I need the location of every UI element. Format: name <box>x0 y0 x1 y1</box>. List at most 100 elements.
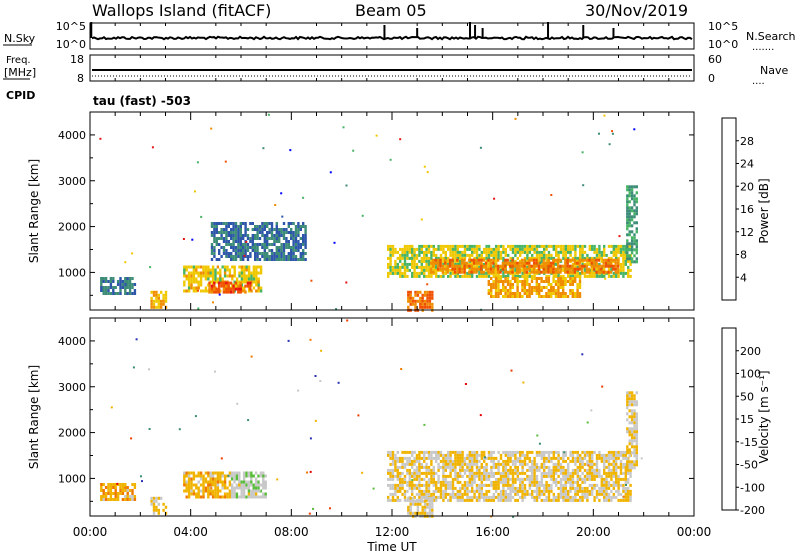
power-cell <box>261 255 264 258</box>
power-cell <box>302 252 305 255</box>
power-cell <box>630 257 634 261</box>
power-cell <box>523 283 526 286</box>
power-cell <box>511 283 514 286</box>
power-cell <box>222 231 226 234</box>
power-cell <box>511 295 514 298</box>
power-cell <box>164 293 168 297</box>
power-cell <box>290 234 293 237</box>
velocity-cell <box>485 462 488 466</box>
power-cell <box>183 274 186 278</box>
power-cell <box>619 247 623 251</box>
velocity-cell <box>576 450 579 454</box>
velocity-cell <box>119 489 122 492</box>
power-cell <box>497 286 500 289</box>
power-cell <box>409 290 412 294</box>
power-cell <box>588 267 591 271</box>
power-cell <box>458 267 461 271</box>
velocity-cell <box>480 489 483 493</box>
velocity-cell <box>418 486 421 490</box>
velocity-cell <box>624 486 627 490</box>
velocity-cell <box>605 453 608 457</box>
velocity-cell <box>250 471 253 475</box>
velocity-cell <box>220 457 223 460</box>
power-cell <box>249 240 252 243</box>
velocity-cell <box>483 459 486 463</box>
power-cell <box>591 256 594 260</box>
power-cell <box>590 264 593 268</box>
power-cell <box>576 295 579 298</box>
velocity-cell <box>550 471 553 475</box>
power-cell <box>562 244 565 248</box>
power-cell <box>247 286 251 290</box>
velocity-cell <box>492 492 495 496</box>
power-cell <box>222 249 226 252</box>
velocity-cell <box>547 450 551 454</box>
power-cell <box>425 274 428 278</box>
velocity-cell <box>581 495 584 499</box>
power-cell <box>506 258 509 262</box>
power-cell <box>152 293 156 297</box>
power-colorbar-label-tick: 16 <box>740 203 754 216</box>
velocity-cell <box>576 456 579 460</box>
velocity-cell <box>543 486 546 490</box>
power-cell <box>389 158 392 161</box>
power-cell <box>554 258 557 262</box>
power-cell <box>576 265 579 269</box>
power-cell <box>244 222 247 225</box>
velocity-cell <box>439 495 443 499</box>
power-cell <box>244 234 247 237</box>
velocity-cell <box>504 468 507 472</box>
velocity-cell <box>600 489 603 493</box>
power-cell <box>588 262 591 266</box>
power-cell <box>302 237 305 240</box>
power-cell <box>270 237 274 240</box>
velocity-cell <box>601 385 604 388</box>
power-cell <box>628 215 631 219</box>
velocity-cell <box>521 477 524 481</box>
power-cell <box>246 281 250 285</box>
velocity-cell <box>622 453 625 457</box>
power-cell <box>290 252 293 255</box>
power-cell <box>263 243 266 246</box>
velocity-cell <box>437 468 440 472</box>
velocity-cell <box>228 480 232 484</box>
power-cell <box>622 265 625 269</box>
velocity-cell <box>447 483 450 487</box>
power-cell <box>626 257 629 261</box>
velocity-cell <box>128 495 132 498</box>
velocity-cell <box>423 505 427 509</box>
power-cell <box>630 230 634 234</box>
power-cell <box>418 253 421 257</box>
power-cell <box>521 286 524 289</box>
velocity-cell <box>624 453 627 457</box>
power-cell <box>204 271 208 275</box>
velocity-cell <box>612 480 615 484</box>
velocity-cell <box>581 456 584 460</box>
power-cell <box>220 228 223 231</box>
velocity-cell <box>583 486 587 490</box>
velocity-cell <box>437 450 440 454</box>
velocity-cell <box>591 462 594 466</box>
velocity-cell <box>214 486 217 490</box>
power-cell <box>566 280 570 283</box>
power-cell <box>251 246 254 249</box>
power-cell <box>588 244 591 248</box>
velocity-cell <box>598 492 601 496</box>
velocity-cell <box>461 459 464 463</box>
power-cell <box>204 277 208 281</box>
velocity-cell <box>257 495 260 499</box>
velocity-cell <box>591 465 594 469</box>
power-cell <box>432 270 435 274</box>
power-cell <box>232 240 235 243</box>
power-cell <box>420 218 423 221</box>
power-cell <box>622 244 625 248</box>
velocity-colorbar-label-tick: 100 <box>740 368 761 381</box>
power-cell <box>238 274 241 278</box>
power-cell <box>509 256 512 260</box>
velocity-cell <box>595 489 599 493</box>
velocity-cell <box>630 442 634 446</box>
power-cell <box>234 231 238 234</box>
power-cell <box>502 283 505 286</box>
power-cell <box>598 262 601 266</box>
